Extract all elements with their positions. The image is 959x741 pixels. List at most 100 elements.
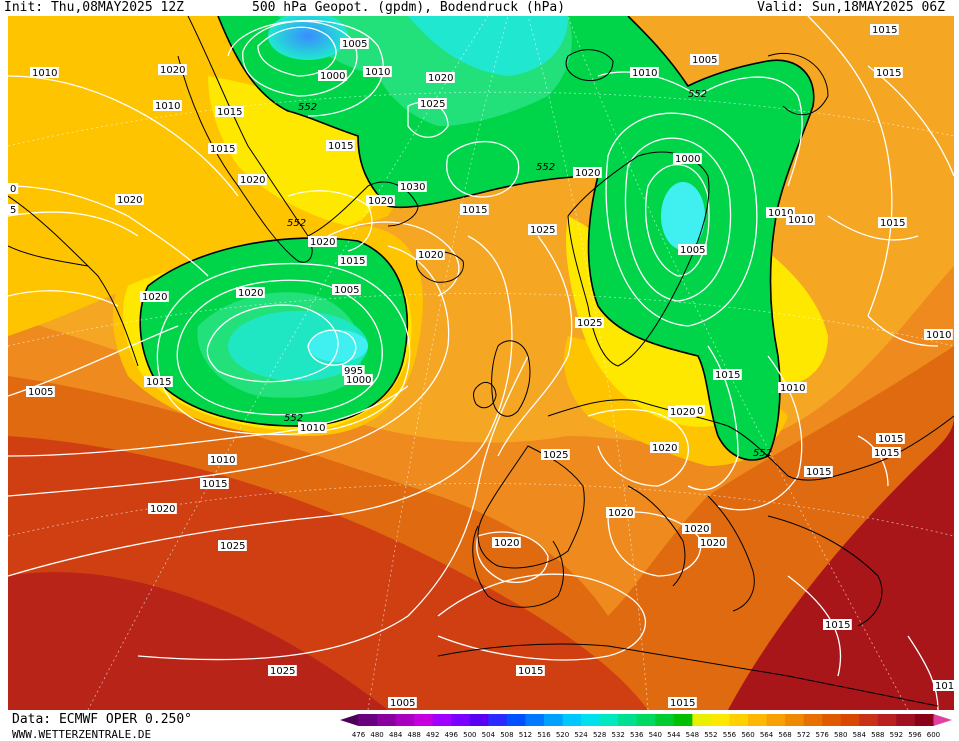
- isobar-label: 1020: [140, 291, 169, 303]
- isobar-label: 1005: [340, 38, 369, 50]
- field-green-north: [218, 16, 814, 460]
- isobar-label-text: 1000: [320, 71, 345, 82]
- isobar-label: 1020: [308, 236, 337, 248]
- coast-labrador: [8, 195, 139, 367]
- colorbar-tick-label: 504: [482, 731, 496, 739]
- colorbar-swatch: [432, 714, 452, 726]
- isobar-label: 1010: [924, 329, 953, 341]
- isobar-label: 1015: [876, 433, 905, 445]
- isobar-label: 1010: [933, 680, 954, 692]
- isobar-label-text: 1010: [935, 681, 954, 692]
- isobar-label-bg: [268, 665, 297, 676]
- isobar-label: 1010: [766, 207, 795, 219]
- isobar-label-text: 1020: [418, 250, 443, 261]
- isobar-label-text: 1025: [270, 666, 295, 677]
- isobar-label: 1015: [200, 478, 229, 490]
- colorbar-tick-label: 484: [389, 731, 403, 739]
- isobar-label: 1025: [541, 449, 570, 461]
- isobar-label-bg: [874, 67, 903, 78]
- isobar-label-text: 1025: [530, 225, 555, 236]
- isobar-label-text: 1015: [462, 205, 487, 216]
- colorbar-tick-label: 500: [463, 731, 476, 739]
- isobar-label-bg: [344, 374, 373, 385]
- colorbar-swatch: [562, 714, 582, 726]
- graticule-line: [367, 16, 509, 710]
- isobar-label: 1000: [673, 153, 702, 165]
- isobar-label: 1020: [158, 64, 187, 76]
- isobar-label-text: 1025: [420, 99, 445, 110]
- colorbar-tick-label: 568: [778, 731, 791, 739]
- colorbar-legend: 476 480 484 488 492 496 500 504 508 512 516 520 524 5…: [340, 714, 952, 739]
- isobar-label-bg: [416, 249, 445, 260]
- isobar-line: [827, 215, 919, 241]
- graticule-line: [8, 91, 954, 147]
- isobar-label-text: 1010: [632, 68, 657, 79]
- isobar-label-bg: [528, 224, 557, 235]
- isobar-label-text: 1020: [240, 175, 265, 186]
- isobar-line: [227, 19, 384, 117]
- colorbar-swatch: [581, 714, 601, 726]
- isobar-label-text: 1005: [390, 698, 415, 709]
- isobar-label-bg: [690, 54, 719, 65]
- isobar-label: 1015: [874, 67, 903, 79]
- isobar-label: 1015: [713, 369, 742, 381]
- colorbar-swatch: [877, 714, 897, 726]
- isobar-label-bg: [308, 236, 337, 247]
- isobar-line: [497, 235, 573, 457]
- colorbar-tick-label: 556: [723, 731, 737, 739]
- isobar-label: 1000: [318, 70, 347, 82]
- isobar-label: 1015: [804, 466, 833, 478]
- isobar-label-bg: [398, 181, 427, 192]
- isobar-label-text: 552: [284, 413, 303, 424]
- isobar-label-bg: [682, 523, 711, 534]
- colorbar-tick-label: 492: [426, 731, 439, 739]
- isobar-label-bg: [766, 207, 795, 218]
- isobar-line: [587, 408, 689, 487]
- isobar-label: 1010: [153, 100, 182, 112]
- colorbar-tick-label: 540: [649, 731, 662, 739]
- isobar-line: [8, 385, 409, 457]
- isobar-label-text: 1010: [365, 67, 390, 78]
- isobar-label: 1015: [215, 106, 244, 118]
- colorbar-swatch: [933, 714, 952, 726]
- isobar-line: [624, 137, 732, 302]
- isobar-label-bg: [208, 454, 237, 465]
- colorbar-swatch: [859, 714, 879, 726]
- coast-great-britain: [491, 340, 531, 417]
- isobar-label-text: 552: [287, 218, 306, 229]
- isobar-label-text: 1020: [608, 508, 633, 519]
- isobar-line: [8, 245, 450, 497]
- isobar-label-bg: [804, 466, 833, 477]
- colorbar-tick-label: 508: [500, 731, 513, 739]
- isobar-label: 552: [287, 218, 306, 229]
- isobar-line: [8, 211, 139, 237]
- isobar-label-text: 1010: [926, 330, 951, 341]
- isobar-label: 1020: [573, 167, 602, 179]
- isobar-label-text: 1020: [575, 168, 600, 179]
- colorbar-swatch: [340, 714, 359, 726]
- isobar-label-text: 1030: [400, 182, 425, 193]
- coast-black-sea: [767, 515, 883, 627]
- isobar-label-text: 1015: [202, 479, 227, 490]
- isobar-label: 1010: [786, 214, 815, 226]
- isobar-label-text: 1005: [334, 285, 359, 296]
- isobar-label-text: 1015: [210, 144, 235, 155]
- isobar-label-text: 1010: [768, 208, 793, 219]
- isobar-label-text: 1015: [874, 448, 899, 459]
- isobar-label: 1025: [575, 317, 604, 329]
- isobar-label-bg: [158, 64, 187, 75]
- isobar-label-text: 1020: [117, 195, 142, 206]
- colorbar-tick-label: 496: [445, 731, 459, 739]
- isobar-label-text: 1000: [346, 375, 371, 386]
- isobar-label-bg: [630, 67, 659, 78]
- contour-552-north: [217, 16, 815, 461]
- colorbar-tick-label: 488: [407, 731, 420, 739]
- isobar-label: 1025: [218, 540, 247, 552]
- isobar-label: 1020: [238, 174, 267, 186]
- isobar-line: [307, 329, 357, 366]
- coast-novaya: [767, 52, 829, 116]
- isobar-line: [8, 290, 119, 307]
- data-source-label: Data: ECMWF OPER 0.250°: [12, 712, 193, 727]
- isobar-label-bg: [460, 204, 489, 215]
- isobar-line: [137, 355, 529, 661]
